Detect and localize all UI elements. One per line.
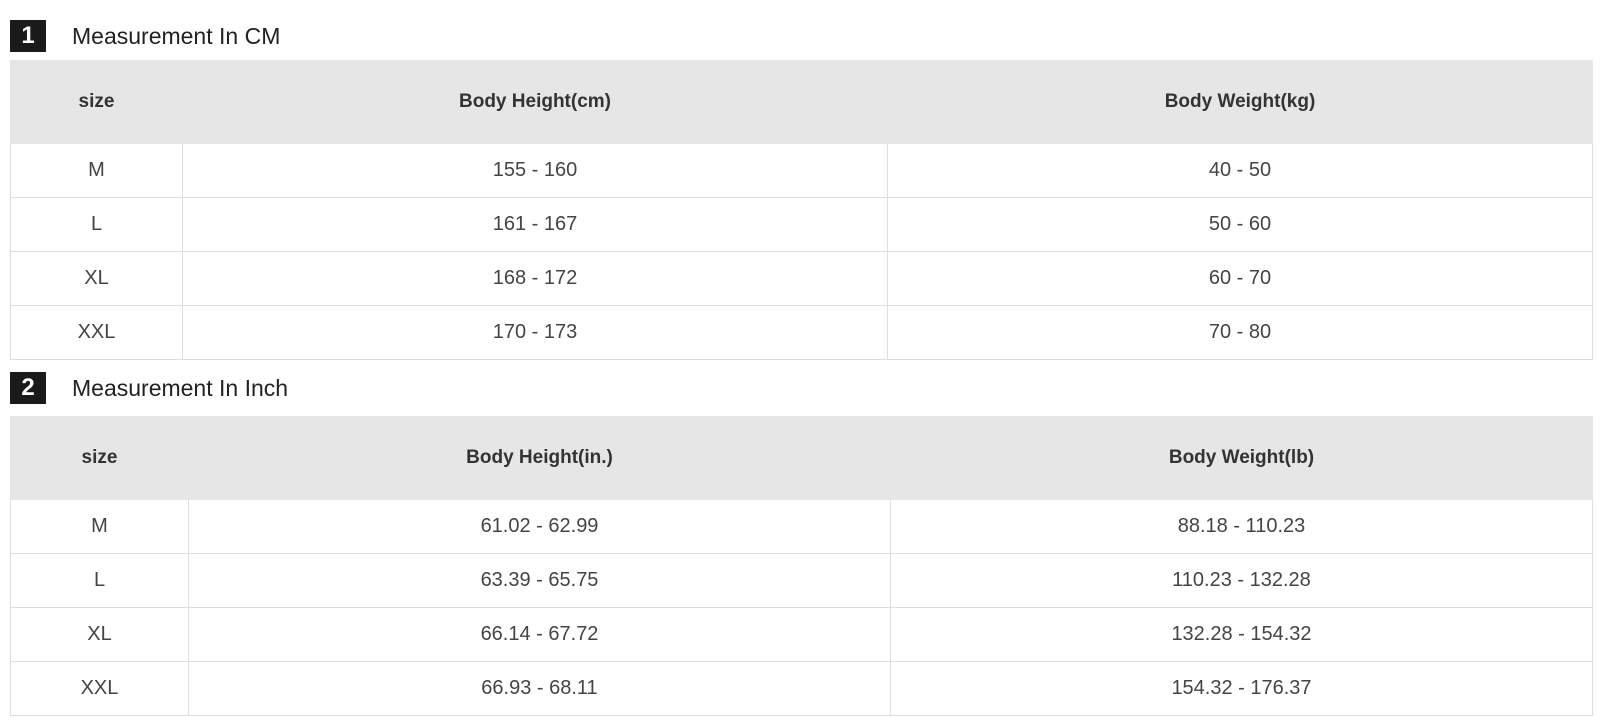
size-cell: XXL	[10, 661, 189, 716]
size-cell: XL	[10, 607, 189, 662]
measurement-inch-section: 2 Measurement In Inch size Body Height(i…	[0, 360, 1600, 716]
height-cell: 168 - 172	[182, 251, 888, 306]
measurement-cm-section: 1 Measurement In CM size Body Height(cm)…	[0, 0, 1600, 360]
table-row: L 63.39 - 65.75 110.23 - 132.28	[10, 553, 1593, 608]
height-cell: 155 - 160	[182, 143, 888, 198]
size-cell: M	[10, 143, 183, 198]
column-header-body-weight: Body Weight(kg)	[887, 60, 1593, 144]
section-title: Measurement In CM	[72, 23, 281, 49]
height-cell: 161 - 167	[182, 197, 888, 252]
table-row: M 155 - 160 40 - 50	[10, 143, 1593, 198]
section-header: 1 Measurement In CM	[0, 0, 1600, 60]
column-header-body-height: Body Height(in.)	[188, 416, 891, 500]
table-row: XL 66.14 - 67.72 132.28 - 154.32	[10, 607, 1593, 662]
weight-cell: 88.18 - 110.23	[890, 499, 1593, 554]
column-header-body-weight: Body Weight(lb)	[890, 416, 1593, 500]
table-header-row: size Body Height(cm) Body Weight(kg)	[10, 60, 1593, 144]
section-number-badge: 1	[10, 20, 46, 52]
column-header-size: size	[10, 416, 189, 500]
table-row: XXL 66.93 - 68.11 154.32 - 176.37	[10, 661, 1593, 716]
column-header-body-height: Body Height(cm)	[182, 60, 888, 144]
height-cell: 170 - 173	[182, 305, 888, 360]
table-row: XL 168 - 172 60 - 70	[10, 251, 1593, 306]
weight-cell: 70 - 80	[887, 305, 1593, 360]
height-cell: 61.02 - 62.99	[188, 499, 891, 554]
height-cell: 66.93 - 68.11	[188, 661, 891, 716]
size-cell: M	[10, 499, 189, 554]
weight-cell: 60 - 70	[887, 251, 1593, 306]
weight-cell: 154.32 - 176.37	[890, 661, 1593, 716]
height-cell: 66.14 - 67.72	[188, 607, 891, 662]
size-cell: XXL	[10, 305, 183, 360]
table-row: M 61.02 - 62.99 88.18 - 110.23	[10, 499, 1593, 554]
weight-cell: 40 - 50	[887, 143, 1593, 198]
table-row: XXL 170 - 173 70 - 80	[10, 305, 1593, 360]
weight-cell: 132.28 - 154.32	[890, 607, 1593, 662]
size-cell: L	[10, 197, 183, 252]
size-cell: L	[10, 553, 189, 608]
table-row: L 161 - 167 50 - 60	[10, 197, 1593, 252]
size-chart-table-cm: size Body Height(cm) Body Weight(kg) M 1…	[10, 60, 1593, 360]
weight-cell: 110.23 - 132.28	[890, 553, 1593, 608]
height-cell: 63.39 - 65.75	[188, 553, 891, 608]
weight-cell: 50 - 60	[887, 197, 1593, 252]
column-header-size: size	[10, 60, 183, 144]
section-number-badge: 2	[10, 372, 46, 404]
section-title: Measurement In Inch	[72, 375, 289, 401]
size-cell: XL	[10, 251, 183, 306]
size-chart-table-inch: size Body Height(in.) Body Weight(lb) M …	[10, 416, 1593, 716]
section-header: 2 Measurement In Inch	[0, 360, 1600, 416]
table-header-row: size Body Height(in.) Body Weight(lb)	[10, 416, 1593, 500]
